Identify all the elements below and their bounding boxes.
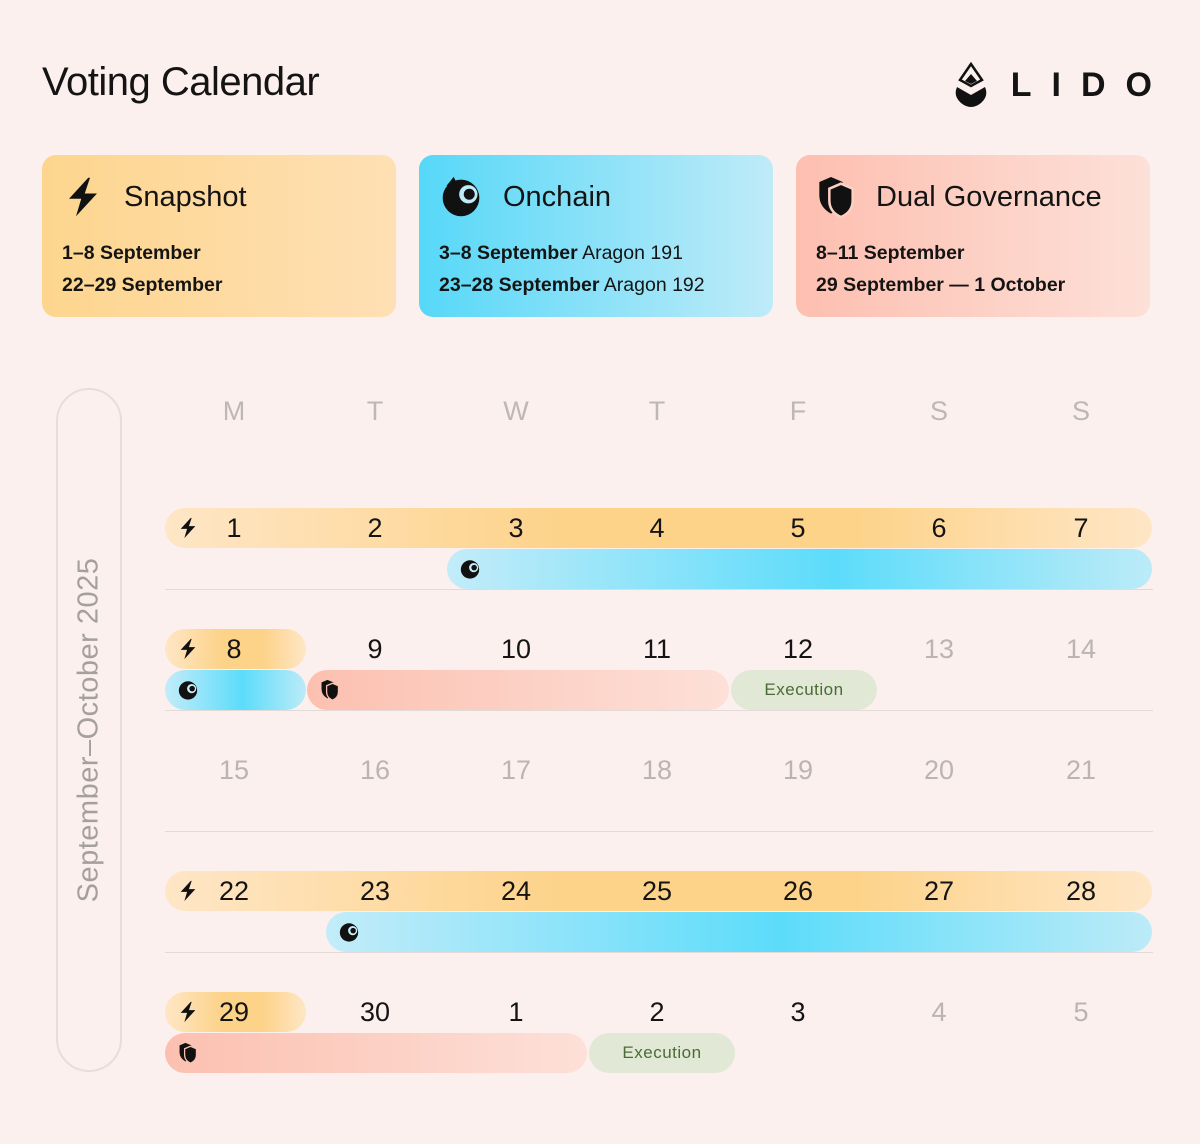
dual-dates-1: 8–11 September bbox=[816, 242, 965, 264]
week-divider bbox=[165, 952, 1153, 953]
calendar-day[interactable]: 4 bbox=[649, 513, 665, 543]
snapshot-vote-bar[interactable] bbox=[165, 871, 1152, 911]
week-divider bbox=[165, 831, 1153, 832]
snapshot-dates-line: 22–29 September bbox=[62, 269, 376, 301]
calendar-day[interactable]: 25 bbox=[641, 876, 673, 906]
period-label-box: September–October 2025 bbox=[56, 388, 122, 1072]
onchain-card: Onchain 3–8 September Aragon 191 23–28 S… bbox=[419, 155, 773, 317]
calendar-day[interactable]: 4 bbox=[931, 997, 947, 1027]
weekday-tue: T bbox=[366, 396, 384, 426]
calendar-day[interactable]: 14 bbox=[1065, 634, 1097, 664]
weekday-sat: S bbox=[929, 396, 948, 426]
snapshot-dates-1: 1–8 September bbox=[62, 242, 201, 264]
calendar-day[interactable]: 16 bbox=[359, 755, 391, 785]
calendar-day[interactable]: 22 bbox=[218, 876, 250, 906]
lightning-icon bbox=[69, 177, 97, 217]
calendar-day[interactable]: 26 bbox=[782, 876, 814, 906]
dual-governance-card-title: Dual Governance bbox=[876, 180, 1102, 213]
calendar-day[interactable]: 6 bbox=[931, 513, 947, 543]
calendar-day[interactable]: 10 bbox=[500, 634, 532, 664]
onchain-card-title: Onchain bbox=[503, 180, 612, 213]
shield-icon bbox=[321, 679, 340, 701]
snapshot-vote-bar[interactable] bbox=[165, 508, 1152, 548]
snapshot-card-title: Snapshot bbox=[124, 180, 247, 213]
calendar-day[interactable]: 27 bbox=[923, 876, 955, 906]
weekday-wed: W bbox=[503, 396, 529, 426]
calendar-day[interactable]: 29 bbox=[218, 997, 250, 1027]
onchain-vote-name-2: Aragon 192 bbox=[599, 274, 705, 296]
snapshot-vote-bar[interactable] bbox=[165, 992, 306, 1032]
calendar-day[interactable]: 8 bbox=[226, 634, 242, 664]
dual-dates-2: 29 September — 1 October bbox=[816, 274, 1066, 296]
execution-bar[interactable]: Execution bbox=[731, 670, 877, 710]
lightning-icon bbox=[180, 638, 196, 660]
shield-icon bbox=[819, 177, 854, 219]
dual-governance-bar[interactable] bbox=[165, 1033, 587, 1073]
onchain-vote-name-1: Aragon 191 bbox=[577, 242, 683, 264]
weekday-fri: F bbox=[789, 396, 807, 426]
lido-logo: LIDO bbox=[953, 62, 1152, 108]
calendar-day[interactable]: 15 bbox=[218, 755, 250, 785]
calendar-day[interactable]: 3 bbox=[790, 997, 806, 1027]
lido-drop-icon bbox=[955, 62, 987, 107]
calendar-day[interactable]: 17 bbox=[500, 755, 532, 785]
calendar-day[interactable]: 9 bbox=[367, 634, 383, 664]
calendar-day[interactable]: 12 bbox=[782, 634, 814, 664]
dual-governance-bar[interactable] bbox=[307, 670, 729, 710]
onchain-dates-2: 23–28 September bbox=[439, 274, 600, 296]
calendar-day[interactable]: 19 bbox=[782, 755, 814, 785]
calendar-day[interactable]: 30 bbox=[359, 997, 391, 1027]
lightning-icon bbox=[180, 1001, 196, 1023]
onchain-vote-bar[interactable] bbox=[165, 670, 306, 710]
calendar-day[interactable]: 20 bbox=[923, 755, 955, 785]
calendar-day[interactable]: 21 bbox=[1065, 755, 1097, 785]
calendar-day[interactable]: 5 bbox=[1073, 997, 1089, 1027]
calendar-day[interactable]: 13 bbox=[923, 634, 955, 664]
execution-label: Execution bbox=[622, 1043, 702, 1062]
aragon-icon bbox=[442, 176, 480, 217]
shield-icon bbox=[179, 1042, 198, 1064]
onchain-vote-bar[interactable] bbox=[326, 912, 1152, 952]
page-title: Voting Calendar bbox=[42, 60, 320, 104]
execution-bar[interactable]: Execution bbox=[589, 1033, 735, 1073]
calendar-day[interactable]: 18 bbox=[641, 755, 673, 785]
calendar-day[interactable]: 3 bbox=[508, 513, 524, 543]
week-divider bbox=[165, 589, 1153, 590]
weekday-mon: M bbox=[222, 396, 246, 426]
snapshot-vote-bar[interactable] bbox=[165, 629, 306, 669]
calendar-day[interactable]: 28 bbox=[1065, 876, 1097, 906]
lightning-icon bbox=[180, 880, 196, 902]
calendar-day[interactable]: 24 bbox=[500, 876, 532, 906]
calendar-day[interactable]: 1 bbox=[508, 997, 524, 1027]
weekday-sun: S bbox=[1071, 396, 1090, 426]
lightning-icon bbox=[180, 517, 196, 539]
logo-wordmark: LIDO bbox=[1010, 65, 1172, 104]
aragon-icon bbox=[460, 560, 480, 579]
calendar-day[interactable]: 5 bbox=[790, 513, 806, 543]
snapshot-dates-2: 22–29 September bbox=[62, 274, 223, 296]
aragon-icon bbox=[339, 923, 359, 942]
dual-governance-card: Dual Governance 8–11 September 29 Septem… bbox=[796, 155, 1150, 317]
calendar-day[interactable]: 11 bbox=[642, 634, 672, 664]
calendar-day[interactable]: 7 bbox=[1073, 513, 1089, 543]
calendar-day[interactable]: 2 bbox=[649, 997, 665, 1027]
execution-label: Execution bbox=[764, 680, 844, 699]
calendar-day[interactable]: 2 bbox=[367, 513, 383, 543]
calendar-day[interactable]: 23 bbox=[359, 876, 391, 906]
weekday-thu: T bbox=[648, 396, 666, 426]
week-divider bbox=[165, 710, 1153, 711]
calendar-day[interactable]: 1 bbox=[226, 513, 242, 543]
snapshot-card: Snapshot 1–8 September 22–29 September bbox=[42, 155, 396, 317]
aragon-icon bbox=[178, 681, 198, 700]
onchain-dates-1: 3–8 September bbox=[439, 242, 578, 264]
onchain-vote-bar[interactable] bbox=[447, 549, 1152, 589]
snapshot-dates-line: 1–8 September bbox=[62, 237, 376, 269]
period-label: September–October 2025 bbox=[72, 557, 105, 903]
